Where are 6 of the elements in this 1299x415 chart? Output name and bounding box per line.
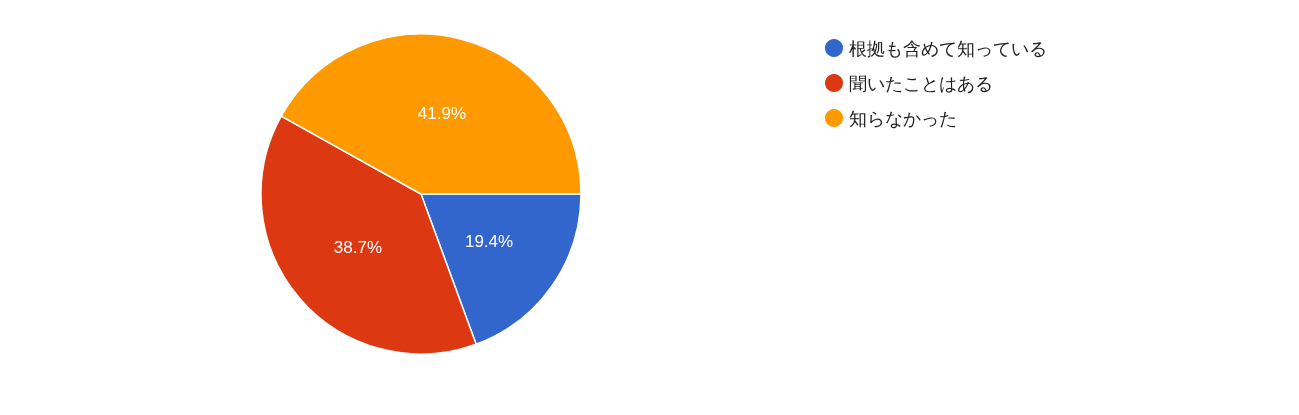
data-label: 41.9% xyxy=(417,104,466,124)
legend-label: 根拠も含めて知っている xyxy=(849,37,1047,59)
data-label: 19.4% xyxy=(464,232,514,252)
legend-label: 聞いたことはある xyxy=(849,72,993,94)
legend-label: 知らなかった xyxy=(849,107,957,129)
data-label: 38.7% xyxy=(333,238,382,258)
